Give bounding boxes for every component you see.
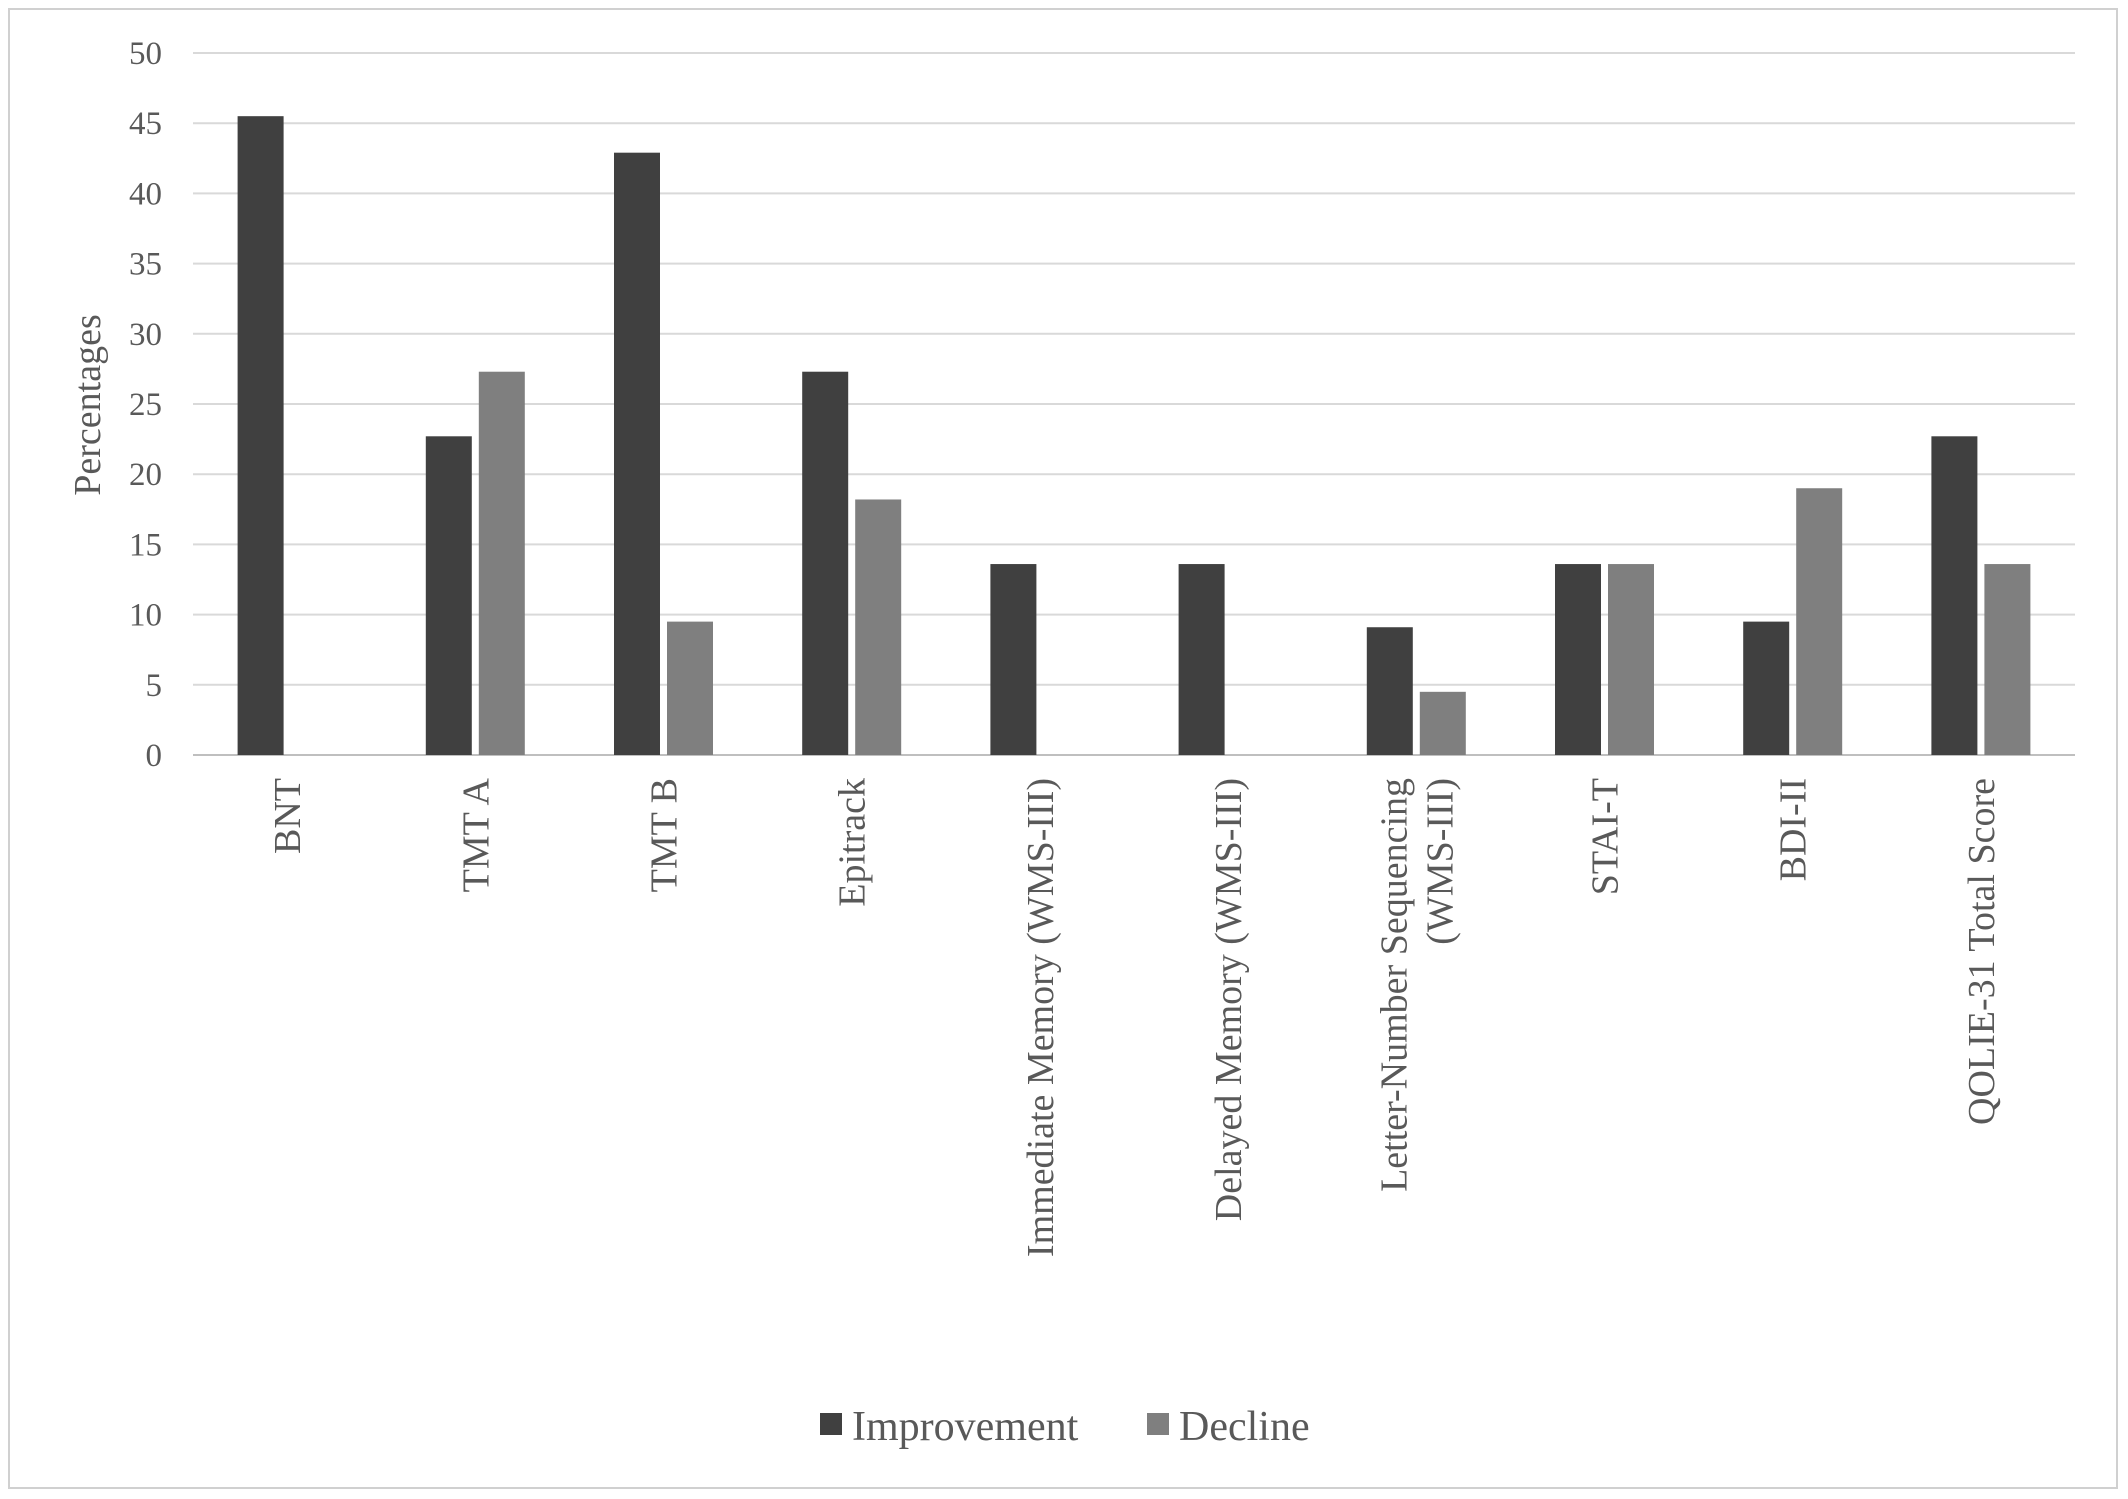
y-tick-label: 25	[129, 387, 162, 423]
category-label-line: Letter-Number Sequencing	[1373, 778, 1415, 1192]
legend-label-improvement: Improvement	[852, 1404, 1079, 1450]
category-label-line: (WMS-III)	[1419, 778, 1461, 945]
y-tick-label: 15	[129, 527, 162, 563]
category-label-line: BDI-II	[1773, 778, 1815, 881]
category-label-line: Immediate Memory (WMS-III)	[1020, 778, 1062, 1257]
y-tick-label: 10	[129, 598, 162, 634]
category-labels: BNT TMT A TMT B Epitrack Immediate Memory (W…	[267, 777, 2003, 1257]
bar-decline	[667, 621, 713, 755]
y-tick-labels: 0 5 10 15 20 25 30 35 40 45 50	[129, 36, 162, 774]
bar-decline	[1796, 488, 1843, 755]
category-label: TMT B	[644, 778, 686, 892]
category-label: Delayed Memory (WMS-III)	[1208, 778, 1250, 1221]
bar-improvement	[237, 116, 284, 756]
bar-decline	[855, 499, 902, 755]
y-tick-label: 20	[129, 457, 162, 493]
category-label: Epitrack	[832, 778, 874, 907]
bar-decline	[478, 371, 525, 755]
bar-improvement	[425, 436, 472, 755]
bar-improvement	[1178, 564, 1225, 755]
bar-decline	[1608, 564, 1654, 755]
category-label: BNT	[267, 778, 309, 854]
legend: Improvement Decline	[820, 1404, 1310, 1450]
category-label: QOLIE-31 Total Score	[1961, 778, 2003, 1125]
category-label-line: TMT A	[455, 777, 497, 892]
category-label: BDI-II	[1773, 778, 1815, 881]
legend-swatch-improvement	[820, 1413, 842, 1435]
bar-improvement	[1931, 436, 1978, 755]
category-label-line: TMT B	[644, 778, 686, 892]
category-label-line: STAI-T	[1585, 778, 1627, 895]
category-label-line: Epitrack	[832, 778, 874, 907]
bar-improvement	[1743, 621, 1790, 755]
y-tick-label: 50	[129, 36, 162, 72]
legend-label-decline: Decline	[1179, 1404, 1310, 1450]
y-axis-title: Percentages	[67, 314, 109, 495]
category-label-line: QOLIE-31 Total Score	[1961, 778, 2003, 1125]
category-label: Immediate Memory (WMS-III)	[1020, 778, 1062, 1257]
bar-decline	[1419, 691, 1466, 755]
y-tick-label: 5	[146, 668, 163, 704]
bar-decline	[1984, 564, 2031, 755]
bar-improvement	[1366, 627, 1413, 755]
category-label: Letter-Number Sequencing (WMS-III)	[1373, 778, 1461, 1192]
bar-improvement	[802, 371, 849, 755]
category-label-line: BNT	[267, 778, 309, 854]
legend-swatch-decline	[1147, 1413, 1169, 1435]
y-tick-label: 45	[129, 106, 162, 142]
y-tick-label: 35	[129, 247, 162, 283]
bar-improvement	[990, 564, 1037, 755]
bars	[237, 116, 2031, 756]
category-label: STAI-T	[1585, 778, 1627, 895]
bar-improvement	[614, 152, 660, 755]
bar-improvement	[1555, 564, 1601, 755]
y-tick-label: 0	[146, 738, 163, 774]
y-tick-label: 40	[129, 176, 162, 212]
gridlines	[193, 52, 2075, 756]
category-label-line: Delayed Memory (WMS-III)	[1208, 778, 1250, 1221]
category-label: TMT A	[455, 777, 497, 892]
y-tick-label: 30	[129, 317, 162, 353]
